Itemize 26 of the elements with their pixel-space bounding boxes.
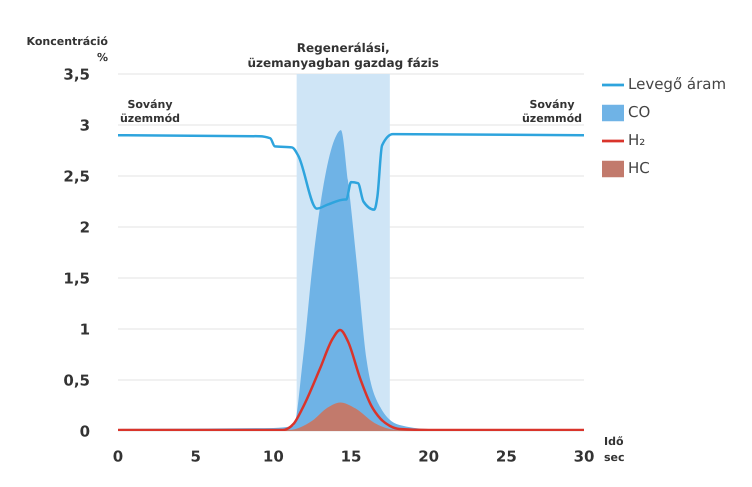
legend-label: HC bbox=[628, 159, 650, 177]
line-series bbox=[118, 132, 584, 211]
y-tick-label: 2 bbox=[80, 218, 90, 236]
legend-label: H₂ bbox=[628, 131, 646, 149]
y-tick-label: 1 bbox=[80, 320, 90, 338]
legend-label: Levegő áram bbox=[628, 75, 726, 93]
y-tick-label: 3 bbox=[80, 116, 90, 134]
x-tick-label: 5 bbox=[190, 448, 201, 466]
line-series bbox=[118, 328, 584, 431]
annotation: Sovány üzemmód bbox=[120, 98, 180, 125]
y-tick-label: 0 bbox=[80, 422, 90, 440]
y-axis-title: Koncentráció % bbox=[26, 34, 108, 66]
x-tick-label: 30 bbox=[574, 448, 594, 466]
y-tick-label: 2,5 bbox=[63, 167, 90, 186]
band-label: Regenerálási, üzemanyagban gazdag fázis bbox=[248, 41, 439, 70]
x-axis-title: Idő sec bbox=[604, 434, 625, 466]
legend-label: CO bbox=[628, 103, 650, 121]
y-tick-label: 0,5 bbox=[63, 371, 90, 390]
x-tick-label: 25 bbox=[496, 448, 517, 466]
y-tick-label: 1,5 bbox=[63, 269, 90, 288]
x-tick-label: 0 bbox=[112, 448, 124, 466]
x-tick-label: 10 bbox=[262, 448, 284, 466]
annotation: Sovány üzemmód bbox=[522, 98, 582, 125]
x-tick-label: 20 bbox=[418, 448, 440, 466]
y-tick-label: 3,5 bbox=[63, 65, 90, 84]
x-tick-label: 15 bbox=[340, 448, 362, 466]
